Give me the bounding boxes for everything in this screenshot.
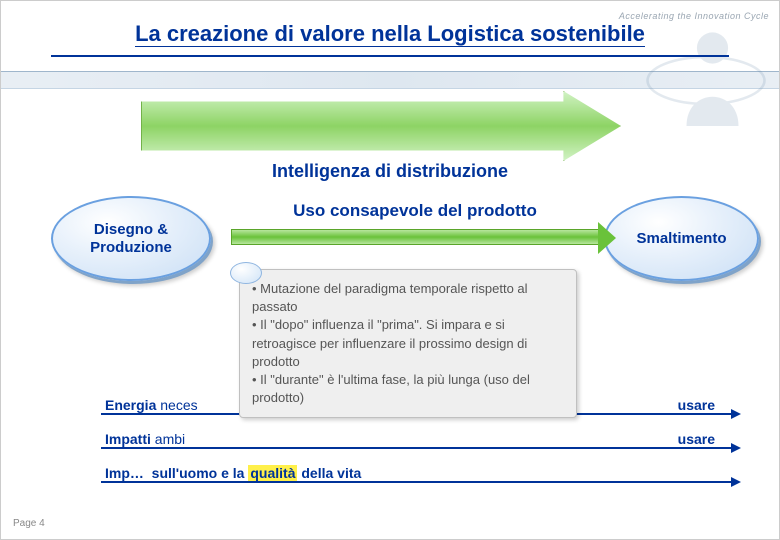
oval-disposal: Smaltimento — [604, 196, 759, 281]
arrow-line — [101, 481, 739, 483]
row-text: Impatti ambi usare — [101, 431, 739, 447]
mid-flow-arrow — [231, 229, 601, 245]
callout-line-0: • Mutazione del paradigma temporale risp… — [252, 280, 564, 316]
row-tail-lead: sull'uomo e la — [152, 465, 245, 481]
row-tail-rest: della vita — [301, 465, 361, 481]
oval-design-production: Disegno & Produzione — [51, 196, 211, 281]
row-bold: Energia — [105, 397, 156, 413]
row-bold: Imp… — [105, 465, 144, 481]
row-impacts-env: Impatti ambi usare — [101, 437, 739, 459]
top-flow-arrow — [141, 91, 621, 161]
page-title: La creazione di valore nella Logistica s… — [51, 21, 729, 57]
title-text: La creazione di valore nella Logistica s… — [135, 21, 645, 47]
callout-line-1: • Il "dopo" influenza il "prima". Si imp… — [252, 316, 564, 371]
paradigm-callout: • Mutazione del paradigma temporale risp… — [239, 269, 577, 418]
impact-rows: Energia neces usare Impatti ambi usare I… — [101, 403, 739, 505]
arrow-line — [101, 447, 739, 449]
row-tail-hl: qualità — [250, 465, 295, 481]
watermark-text: Accelerating the Innovation Cycle — [619, 11, 769, 21]
oval-right-text: Smaltimento — [636, 230, 726, 248]
header-divider — [1, 71, 779, 89]
row-impacts-human: Imp… sull'uomo e la qualità della vita — [101, 471, 739, 493]
row-rest: neces — [160, 397, 197, 413]
oval-left-text: Disegno & Produzione — [59, 221, 203, 257]
callout-oval-icon — [230, 262, 262, 284]
row-tail: usare — [674, 397, 719, 413]
callout-line-2: • Il "durante" è l'ultima fase, la più l… — [252, 371, 564, 407]
row-bold: Impatti — [105, 431, 151, 447]
row-rest: ambi — [155, 431, 185, 447]
row-text: Imp… sull'uomo e la qualità della vita — [101, 465, 739, 481]
intel-label: Intelligenza di distribuzione — [201, 161, 579, 182]
page-number: Page 4 — [13, 518, 45, 529]
mid-arrow-label: Uso consapevole del prodotto — [241, 201, 589, 221]
row-tail: usare — [674, 431, 719, 447]
